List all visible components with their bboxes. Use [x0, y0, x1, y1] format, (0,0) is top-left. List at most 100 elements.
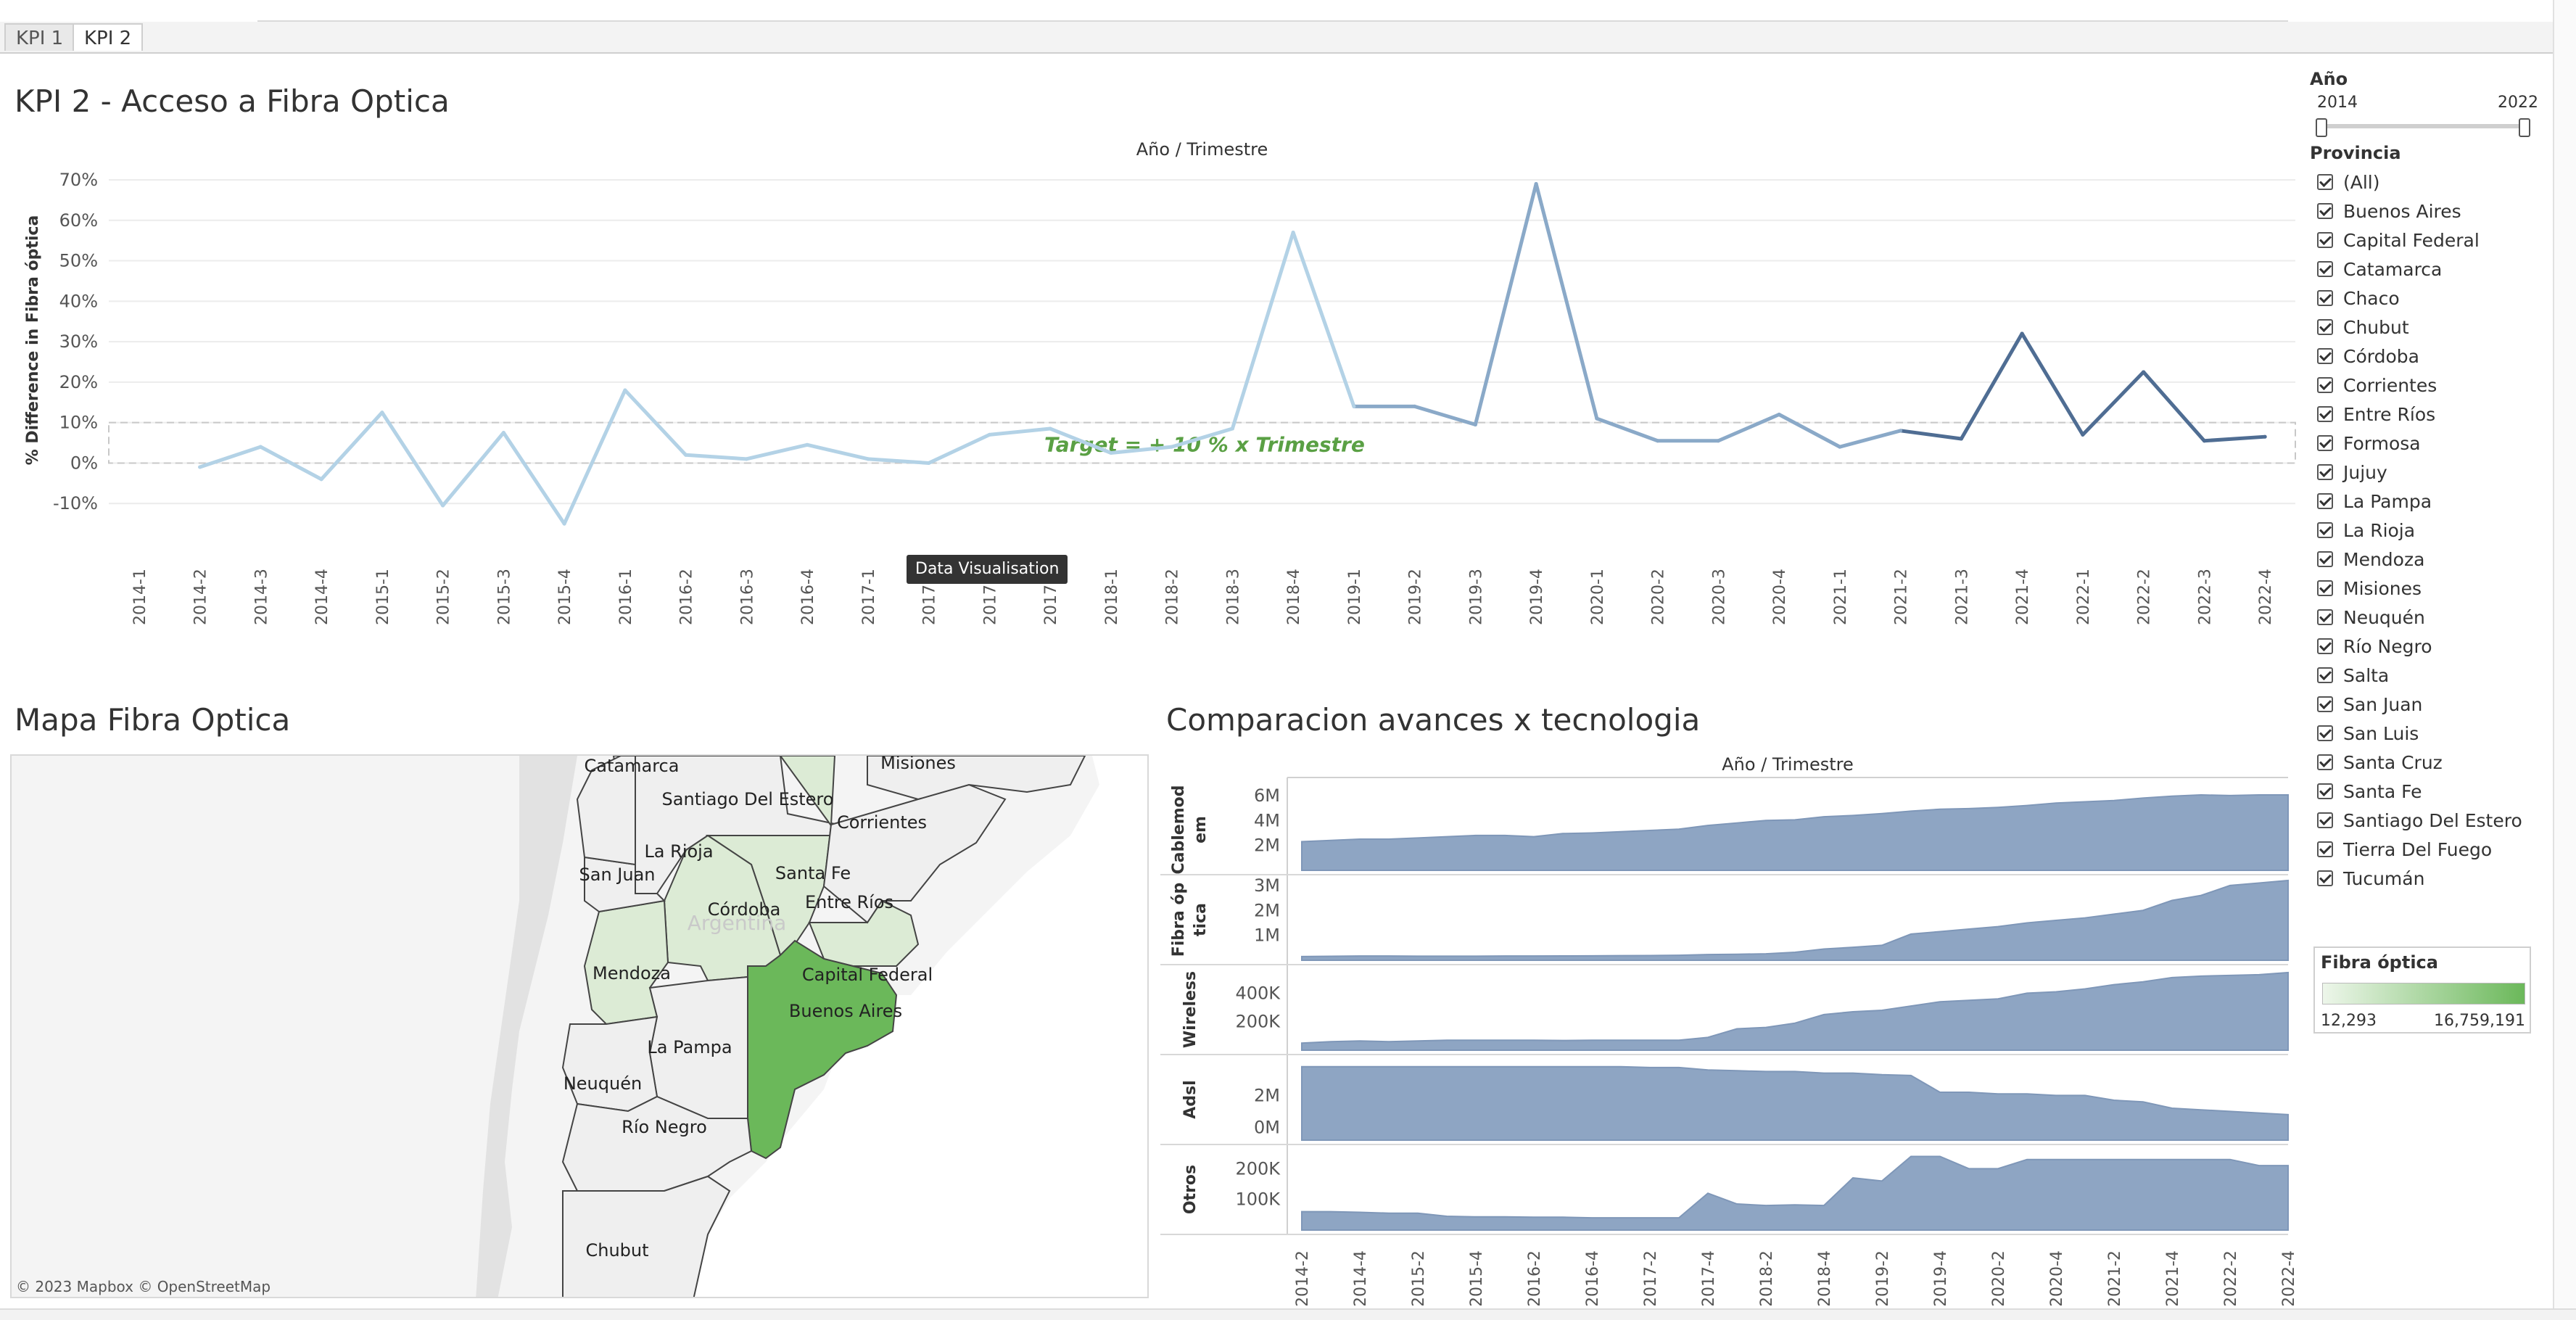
province-option[interactable]: Formosa [2310, 429, 2535, 458]
province-option[interactable]: La Rioja [2310, 516, 2535, 545]
checkbox-checked-icon[interactable] [2317, 522, 2333, 538]
data-point[interactable] [866, 457, 870, 461]
data-point[interactable] [1230, 426, 1234, 431]
province-option[interactable]: Buenos Aires [2310, 197, 2535, 226]
vertical-scrollbar[interactable] [2553, 0, 2576, 1320]
province-option[interactable]: Entre Ríos [2310, 400, 2535, 429]
data-point[interactable] [805, 442, 809, 447]
data-point[interactable] [684, 453, 688, 457]
province-option[interactable]: Jujuy [2310, 458, 2535, 487]
data-point[interactable] [927, 461, 931, 465]
checkbox-checked-icon[interactable] [2317, 406, 2333, 422]
checkbox-checked-icon[interactable] [2317, 551, 2333, 567]
data-point[interactable] [2202, 439, 2206, 443]
data-point[interactable] [1777, 413, 1781, 417]
checkbox-checked-icon[interactable] [2317, 319, 2333, 335]
data-point[interactable] [1899, 429, 1903, 433]
data-point[interactable] [1534, 182, 1538, 186]
checkbox-checked-icon[interactable] [2317, 348, 2333, 364]
data-point[interactable] [623, 388, 627, 392]
area-series[interactable] [1301, 1065, 2289, 1141]
checkbox-checked-icon[interactable] [2317, 783, 2333, 799]
checkbox-checked-icon[interactable] [2317, 696, 2333, 712]
data-point[interactable] [1109, 451, 1113, 455]
checkbox-checked-icon[interactable] [2317, 667, 2333, 683]
data-point[interactable] [1595, 416, 1599, 421]
checkbox-checked-icon[interactable] [2317, 290, 2333, 306]
checkbox-checked-icon[interactable] [2317, 493, 2333, 509]
area-series[interactable] [1301, 1155, 2289, 1231]
province-option[interactable]: Santa Cruz [2310, 748, 2535, 777]
slider-handle-min[interactable] [2316, 118, 2327, 137]
x-tick-label: 2017-1 [860, 569, 878, 625]
data-point[interactable] [987, 432, 991, 437]
checkbox-checked-icon[interactable] [2317, 377, 2333, 393]
province-option[interactable]: Tierra Del Fuego [2310, 835, 2535, 864]
province-option[interactable]: Santiago Del Estero [2310, 806, 2535, 835]
area-y-tick-label: 200K [1235, 1012, 1281, 1032]
data-point[interactable] [501, 431, 505, 435]
data-point[interactable] [1838, 445, 1842, 449]
slider-handle-max[interactable] [2519, 118, 2530, 137]
checkbox-checked-icon[interactable] [2317, 870, 2333, 886]
data-point[interactable] [2081, 432, 2085, 437]
data-point[interactable] [319, 477, 323, 482]
province-option[interactable]: Córdoba [2310, 342, 2535, 371]
province-option[interactable]: (All) [2310, 168, 2535, 197]
checkbox-checked-icon[interactable] [2317, 725, 2333, 741]
data-point[interactable] [1352, 404, 1356, 408]
data-point[interactable] [744, 457, 748, 461]
province-option[interactable]: Tucumán [2310, 864, 2535, 893]
checkbox-checked-icon[interactable] [2317, 812, 2333, 828]
area-series[interactable] [1301, 971, 2289, 1051]
province-option[interactable]: Santa Fe [2310, 777, 2535, 806]
province-option[interactable]: Capital Federal [2310, 226, 2535, 255]
province-option[interactable]: Salta [2310, 661, 2535, 690]
checkbox-checked-icon[interactable] [2317, 580, 2333, 596]
data-point[interactable] [1716, 439, 1720, 443]
year-slider[interactable]: 2014 2022 [2310, 94, 2538, 137]
province-option[interactable]: Corrientes [2310, 371, 2535, 400]
checkbox-checked-icon[interactable] [2317, 174, 2333, 190]
data-point[interactable] [1959, 437, 1963, 441]
data-point[interactable] [1291, 231, 1295, 235]
province-option[interactable]: San Luis [2310, 719, 2535, 748]
province-option[interactable]: Catamarca [2310, 255, 2535, 284]
checkbox-checked-icon[interactable] [2317, 232, 2333, 248]
data-point[interactable] [2263, 434, 2267, 439]
data-point[interactable] [1656, 439, 1660, 443]
data-point[interactable] [1048, 426, 1052, 431]
data-point[interactable] [198, 465, 202, 469]
checkbox-checked-icon[interactable] [2317, 638, 2333, 654]
checkbox-checked-icon[interactable] [2317, 609, 2333, 625]
checkbox-checked-icon[interactable] [2317, 435, 2333, 451]
province-option[interactable]: San Juan [2310, 690, 2535, 719]
checkbox-checked-icon[interactable] [2317, 203, 2333, 219]
slider-track[interactable] [2320, 124, 2530, 128]
province-option[interactable]: Río Negro [2310, 632, 2535, 661]
data-point[interactable] [1170, 445, 1174, 449]
province-option[interactable]: Chaco [2310, 284, 2535, 313]
data-point[interactable] [1413, 404, 1417, 408]
province-option[interactable]: Mendoza [2310, 545, 2535, 574]
data-point[interactable] [1473, 422, 1477, 426]
fibra-map[interactable]: Catamarca Misiones Santiago Del Estero Corr… [10, 754, 1149, 1298]
checkbox-checked-icon[interactable] [2317, 754, 2333, 770]
data-point[interactable] [380, 411, 384, 415]
province-option[interactable]: Misiones [2310, 574, 2535, 603]
area-series[interactable] [1301, 794, 2289, 871]
data-point[interactable] [258, 445, 263, 449]
checkbox-checked-icon[interactable] [2317, 841, 2333, 857]
province-option[interactable]: Chubut [2310, 313, 2535, 342]
province-option[interactable]: Neuquén [2310, 603, 2535, 632]
province-option[interactable]: La Pampa [2310, 487, 2535, 516]
data-point[interactable] [441, 503, 445, 508]
checkbox-checked-icon[interactable] [2317, 464, 2333, 480]
data-point[interactable] [2142, 370, 2146, 374]
data-point[interactable] [562, 521, 566, 526]
data-point[interactable] [2020, 331, 2024, 336]
tab-kpi2[interactable]: KPI 2 [73, 23, 144, 51]
checkbox-checked-icon[interactable] [2317, 261, 2333, 277]
area-series[interactable] [1301, 879, 2289, 961]
tab-kpi1[interactable]: KPI 1 [4, 23, 75, 51]
